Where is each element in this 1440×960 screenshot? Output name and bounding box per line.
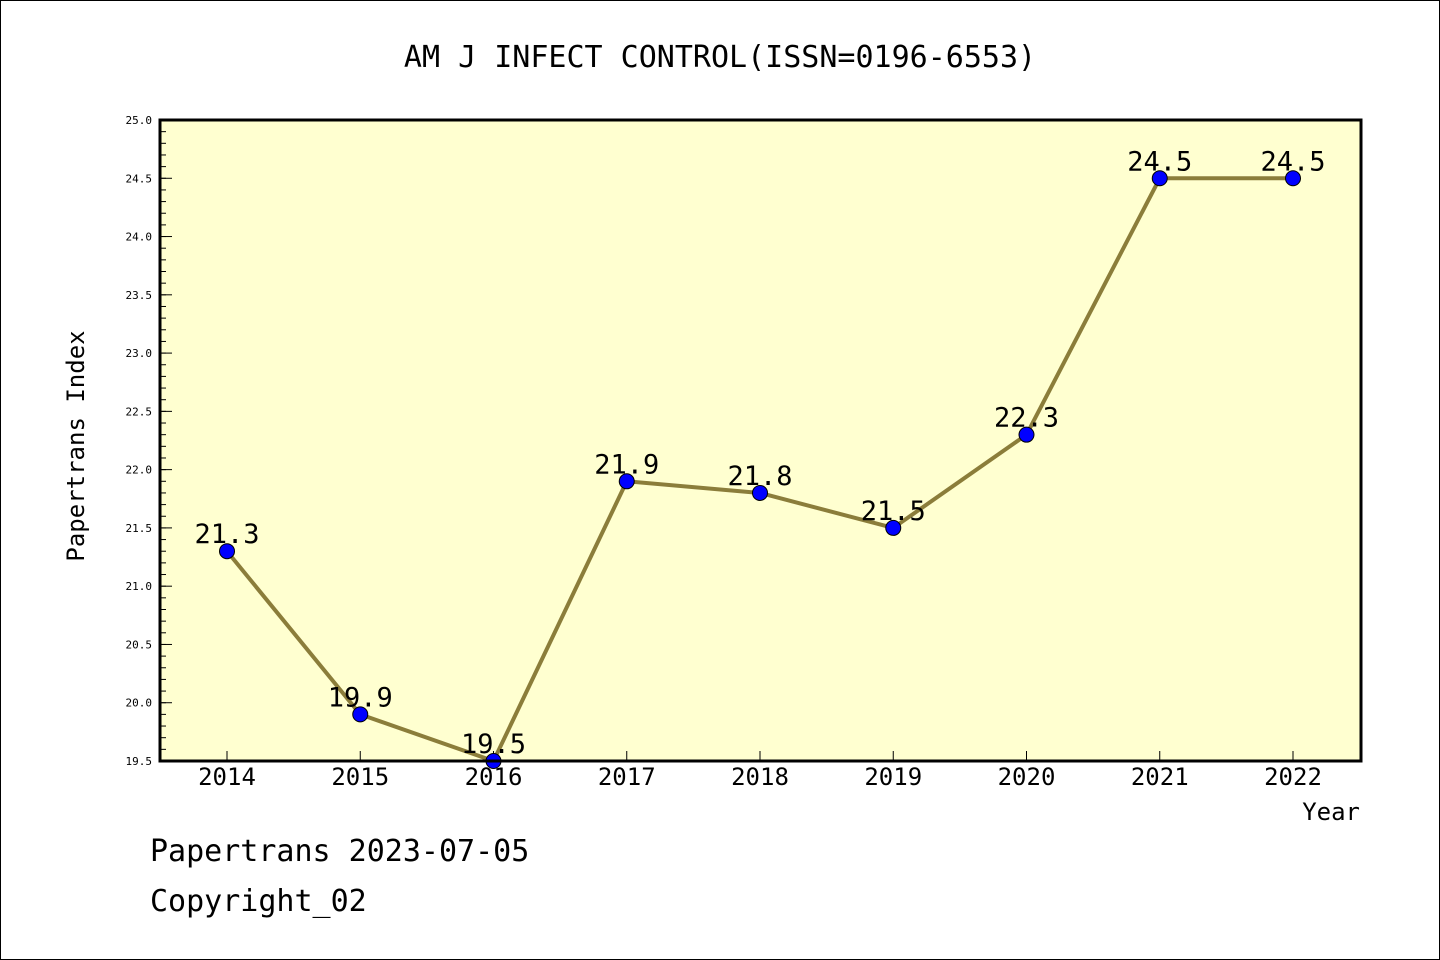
x-tick-label: 2019 [864,763,922,791]
x-tick-label: 2021 [1131,763,1189,791]
data-label: 19.9 [328,682,393,713]
y-tick-label: 23.5 [126,289,153,302]
data-label: 21.8 [727,461,792,492]
plot-border [158,118,1363,763]
data-point [352,706,369,723]
y-tick-label: 21.0 [126,580,153,593]
plot-area [160,120,1361,761]
data-point [1018,426,1035,443]
y-tick-label: 24.5 [126,172,153,185]
x-tick-label: 2018 [731,763,789,791]
copyright-text: Copyright_02 [150,884,367,919]
y-tick-label: 22.0 [126,464,153,477]
data-point [752,484,768,501]
y-axis-label: Papertrans Index [62,330,90,561]
data-label: 24.5 [1260,146,1325,177]
data-point [885,519,902,536]
x-tick-label: 2015 [331,763,389,791]
data-point [618,473,635,490]
data-label: 21.5 [861,496,926,527]
y-tick-label: 25.0 [126,114,153,127]
data-label: 22.3 [994,403,1059,434]
y-tick-label: 23.0 [126,347,153,360]
y-tick-label: 19.5 [126,755,153,768]
data-point [1285,170,1301,187]
chart-title: AM J INFECT CONTROL(ISSN=0196-6553) [404,40,1036,75]
data-label: 21.3 [194,519,259,550]
x-tick-label: 2017 [598,763,656,791]
series-group: 21.3 19.9 19.5 21.9 21.8 21.5 22.3 24.5 24.5 [194,146,1326,769]
y-tick-label: 21.5 [126,522,153,535]
axis-ticks: 19.5 20.0 20.5 21.0 21.5 22.0 22.5 23.0 23.5 24.0… [126,114,1322,791]
x-tick-label: 2020 [998,763,1056,791]
data-label: 21.9 [594,449,659,480]
watermark-text: Papertrans 2023-07-05 [150,834,530,869]
y-tick-label: 20.5 [126,638,153,651]
y-tick-label: 24.0 [126,231,153,244]
x-tick-label: 2022 [1264,763,1322,791]
y-tick-label: 22.5 [126,405,153,418]
x-axis-label: Year [1302,798,1360,826]
x-tick-label: 2014 [198,763,256,791]
data-label: 19.5 [461,729,526,760]
data-point [1151,170,1168,187]
y-tick-label: 20.0 [126,697,153,710]
data-point [219,543,235,560]
data-label: 24.5 [1127,146,1192,177]
